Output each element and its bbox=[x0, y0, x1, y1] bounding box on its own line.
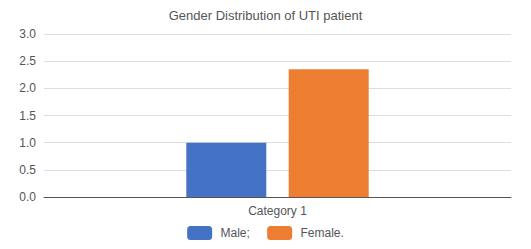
svg-text:0.5: 0.5 bbox=[19, 163, 36, 177]
svg-text:Male;: Male; bbox=[217, 226, 253, 240]
svg-text:2.5: 2.5 bbox=[19, 54, 36, 68]
svg-text:Gender Distribution of UTI pat: Gender Distribution of UTI patient bbox=[169, 8, 363, 23]
svg-text:Female.: Female. bbox=[297, 226, 344, 240]
svg-text:1.0: 1.0 bbox=[19, 136, 36, 150]
svg-text:2.0: 2.0 bbox=[19, 81, 36, 95]
svg-text:3.0: 3.0 bbox=[19, 27, 36, 41]
svg-text:Category 1: Category 1 bbox=[248, 204, 307, 218]
svg-text:0.0: 0.0 bbox=[19, 190, 36, 204]
svg-text:1.5: 1.5 bbox=[19, 109, 36, 123]
